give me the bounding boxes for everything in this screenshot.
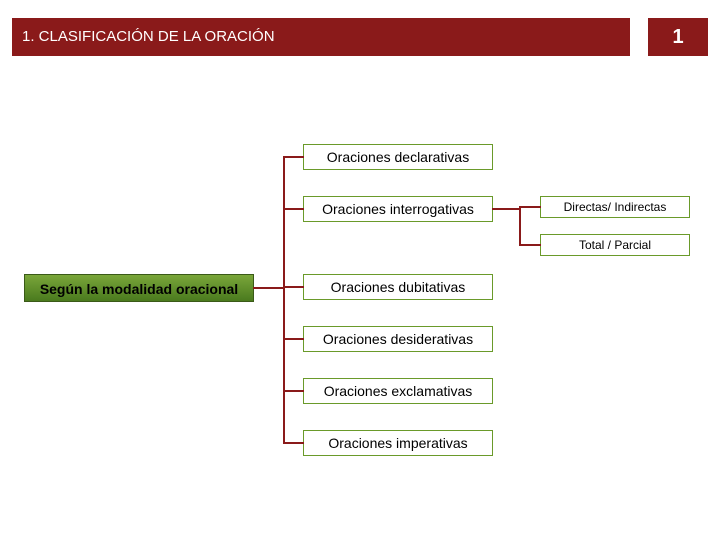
header-bar: 1. CLASIFICACIÓN DE LA ORACIÓN 1 [12, 18, 708, 56]
child-dubitativas: Oraciones dubitativas [303, 274, 493, 300]
sub-directas-indirectas: Directas/ Indirectas [540, 196, 690, 218]
header-title: 1. CLASIFICACIÓN DE LA ORACIÓN [12, 18, 630, 56]
child-interrogativas: Oraciones interrogativas [303, 196, 493, 222]
connector-lines [0, 0, 720, 540]
child-declarativas: Oraciones declarativas [303, 144, 493, 170]
child-imperativas: Oraciones imperativas [303, 430, 493, 456]
root-node: Según la modalidad oracional [24, 274, 254, 302]
sub-total-parcial: Total / Parcial [540, 234, 690, 256]
header-number: 1 [648, 18, 708, 56]
child-exclamativas: Oraciones exclamativas [303, 378, 493, 404]
child-desiderativas: Oraciones desiderativas [303, 326, 493, 352]
